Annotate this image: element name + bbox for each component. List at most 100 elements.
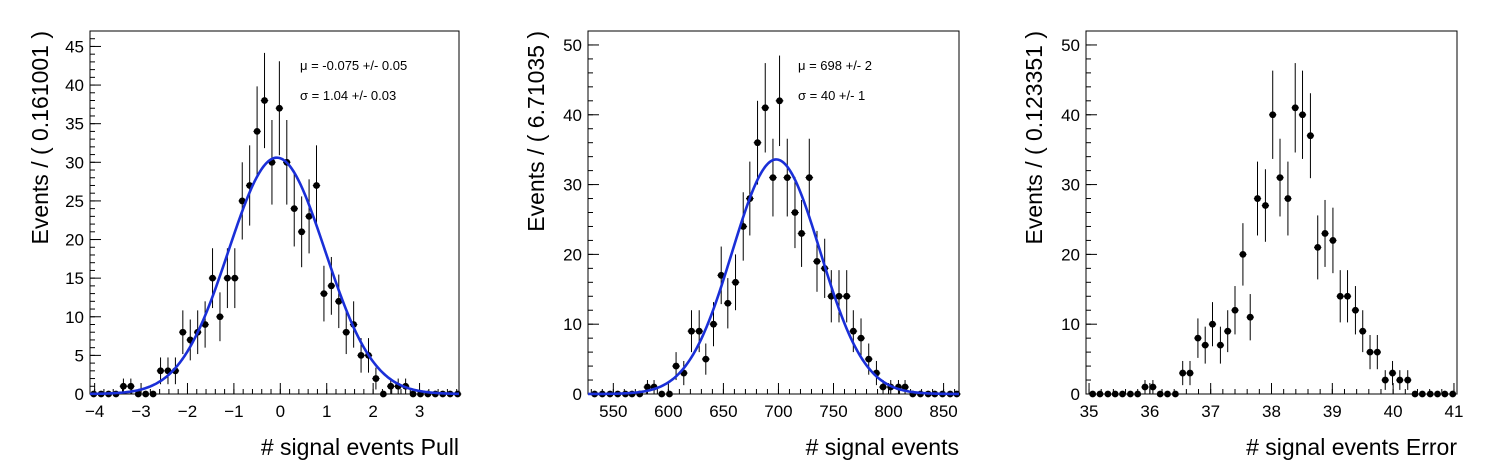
y-tick-label: 0 xyxy=(1071,385,1080,404)
data-point xyxy=(1321,199,1329,267)
data-point xyxy=(379,390,388,398)
data-point xyxy=(1156,390,1164,398)
data-point xyxy=(297,196,306,268)
fit-mu-label: μ = 698 +/- 2 xyxy=(798,58,872,73)
marker xyxy=(1262,202,1269,209)
data-point xyxy=(1134,390,1142,398)
data-point xyxy=(1096,390,1104,398)
marker xyxy=(724,299,732,307)
marker xyxy=(879,383,887,391)
y-tick-label: 45 xyxy=(65,37,84,56)
marker xyxy=(313,182,320,189)
marker xyxy=(849,327,857,335)
data-point xyxy=(387,378,395,394)
marker xyxy=(1156,390,1164,398)
x-tick-label: 600 xyxy=(654,402,682,421)
y-tick-label: 50 xyxy=(1061,36,1080,55)
data-point xyxy=(149,390,157,398)
data-point xyxy=(260,52,269,149)
marker xyxy=(409,390,417,398)
data-points xyxy=(1089,63,1457,398)
marker xyxy=(776,97,783,105)
marker xyxy=(1299,111,1306,119)
data-point xyxy=(805,138,814,217)
marker xyxy=(843,292,851,300)
marker xyxy=(1231,306,1239,314)
y-tick-label: 35 xyxy=(65,115,84,134)
data-point xyxy=(1343,270,1352,323)
marker xyxy=(1404,376,1412,384)
data-point xyxy=(342,310,350,355)
x-tick-label: 750 xyxy=(819,402,847,421)
marker xyxy=(142,390,150,398)
x-axis-label: # signal events Pull xyxy=(261,434,459,460)
marker xyxy=(1411,390,1419,398)
marker xyxy=(1418,390,1426,398)
marker xyxy=(335,297,343,305)
data-point xyxy=(1261,169,1270,242)
data-point xyxy=(1216,326,1225,364)
marker xyxy=(1134,390,1142,398)
data-point xyxy=(731,254,740,311)
marker xyxy=(805,174,813,181)
x-axis-label: # signal events xyxy=(806,434,959,460)
data-point xyxy=(1336,270,1344,323)
marker xyxy=(901,383,909,391)
data-point xyxy=(372,367,380,390)
marker xyxy=(1096,390,1104,398)
y-tick-label: 30 xyxy=(65,153,84,172)
x-tick-label: 38 xyxy=(1262,402,1281,421)
marker xyxy=(1396,376,1404,384)
y-tick-label: 5 xyxy=(75,346,84,365)
data-point xyxy=(769,138,777,217)
y-tick-label: 25 xyxy=(65,192,84,211)
data-point xyxy=(1239,223,1247,286)
data-point xyxy=(312,145,321,226)
marker xyxy=(1434,390,1441,398)
data-point xyxy=(305,179,313,254)
panel-signal-events: 550 600 650 700 750 800 850 0 10 20 30 40 50 μ = 698… xyxy=(523,30,961,460)
marker xyxy=(754,139,761,147)
marker xyxy=(1179,369,1187,377)
y-tick-label: 40 xyxy=(1061,106,1080,125)
y-tick-label: 20 xyxy=(65,231,84,250)
marker xyxy=(769,174,777,181)
marker xyxy=(1269,111,1277,119)
marker xyxy=(157,367,164,375)
panel-signal-events-error: 35 36 37 38 39 40 41 0 10 20 30 40 50 # signal event… xyxy=(1021,30,1463,460)
marker xyxy=(1344,292,1351,300)
data-point xyxy=(1418,390,1426,398)
marker xyxy=(798,230,805,237)
x-tick-label: 2 xyxy=(368,402,377,421)
marker xyxy=(1359,327,1367,335)
x-tick-label: 550 xyxy=(599,402,627,421)
marker xyxy=(342,328,350,336)
x-tick-label: 850 xyxy=(929,402,957,421)
data-point xyxy=(1284,161,1292,236)
data-point xyxy=(409,390,417,398)
data-point xyxy=(320,265,328,322)
data-point xyxy=(665,390,674,398)
data-point xyxy=(1126,390,1135,398)
data-point xyxy=(1276,138,1284,217)
marker xyxy=(261,97,268,104)
marker xyxy=(320,290,328,297)
marker xyxy=(1441,390,1449,398)
marker xyxy=(275,104,283,112)
y-tick-label: 20 xyxy=(1061,245,1080,264)
data-point xyxy=(1208,302,1217,347)
marker xyxy=(1321,230,1329,237)
x-tick-label: 700 xyxy=(764,402,792,421)
marker xyxy=(387,382,395,390)
data-point xyxy=(1224,310,1232,353)
x-tick-label: 0 xyxy=(276,402,285,421)
data-point xyxy=(775,55,784,147)
marker xyxy=(857,334,865,342)
data-point xyxy=(1329,207,1337,274)
data-point xyxy=(687,310,696,353)
marker xyxy=(1246,313,1254,321)
marker xyxy=(791,209,799,216)
data-point xyxy=(1201,326,1209,364)
